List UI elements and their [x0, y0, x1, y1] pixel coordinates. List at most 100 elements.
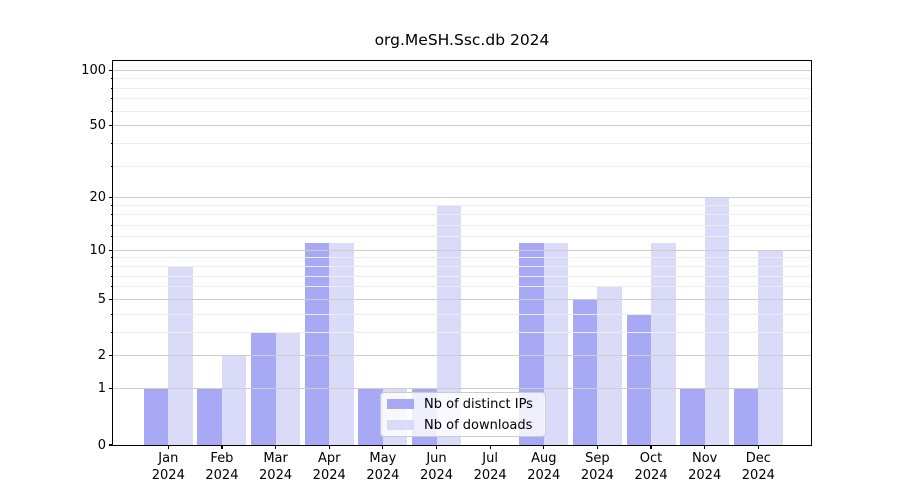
x-tick-label: Oct 2024 [634, 451, 668, 483]
x-tick-label: May 2024 [366, 451, 400, 483]
x-tick-label: Jul 2024 [473, 451, 507, 483]
minor-gridline [113, 275, 811, 277]
y-axis-minor-tick [110, 313, 113, 315]
legend-swatch-distinct-ips [387, 399, 414, 409]
y-axis-minor-tick [110, 224, 113, 226]
x-axis-tick [704, 445, 706, 449]
x-axis-tick [167, 445, 169, 449]
minor-gridline [113, 257, 811, 259]
y-axis-minor-tick [110, 87, 113, 89]
legend-item-downloads: Nb of downloads [381, 416, 545, 434]
y-axis-minor-tick [110, 205, 113, 207]
x-axis-tick [435, 445, 438, 449]
x-axis-tick [274, 445, 277, 449]
bar-downloads [758, 250, 783, 445]
x-tick-label: Mar 2024 [259, 451, 293, 483]
minor-gridline [113, 313, 811, 315]
legend: Nb of distinct IPs Nb of downloads [380, 392, 546, 437]
x-tick-label: Sep 2024 [580, 451, 614, 483]
bar-downloads [651, 243, 676, 445]
y-axis-minor-tick [110, 275, 113, 277]
y-tick-label: 50 [89, 118, 106, 134]
minor-gridline [113, 331, 811, 333]
chart-title: org.MeSH.Ssc.db 2024 [374, 31, 550, 49]
y-axis-minor-tick [110, 214, 113, 216]
bar-downloads [543, 243, 569, 445]
legend-label-distinct-ips: Nb of distinct IPs [424, 396, 533, 412]
bar-distinct-ips [197, 388, 222, 445]
y-tick-label: 1 [97, 381, 106, 397]
x-axis-tick [221, 445, 223, 449]
bar-downloads [329, 243, 354, 445]
bar-downloads [597, 286, 622, 445]
minor-gridline [113, 78, 811, 80]
y-axis-tick [109, 197, 113, 199]
y-axis-tick [109, 69, 113, 71]
bar-distinct-ips [733, 388, 759, 445]
y-axis-minor-tick [110, 257, 113, 259]
legend-item-distinct-ips: Nb of distinct IPs [381, 395, 545, 413]
x-tick-label: Jun 2024 [419, 451, 454, 483]
bar-downloads [704, 197, 730, 445]
x-axis-tick [328, 445, 330, 449]
bar-distinct-ips [304, 243, 330, 445]
minor-gridline [113, 165, 811, 167]
x-tick-label: Jan 2024 [151, 451, 185, 483]
minor-gridline [113, 87, 811, 89]
y-axis-minor-tick [110, 165, 113, 167]
minor-gridline [113, 214, 811, 216]
y-axis-minor-tick [110, 236, 113, 238]
minor-gridline [113, 236, 811, 238]
x-axis-tick [543, 445, 545, 449]
x-tick-label: Nov 2024 [688, 451, 722, 483]
y-axis-tick [109, 355, 113, 357]
y-axis-tick [109, 298, 113, 301]
y-tick-label: 0 [97, 437, 106, 453]
y-axis-minor-tick [110, 78, 113, 80]
y-tick-label: 10 [89, 242, 106, 258]
minor-gridline [113, 205, 811, 207]
bar-distinct-ips [680, 388, 705, 445]
y-axis-tick [109, 444, 113, 446]
y-axis-tick [109, 125, 113, 127]
minor-gridline [113, 98, 811, 100]
bar-distinct-ips [626, 314, 652, 445]
y-tick-label: 2 [97, 348, 106, 364]
minor-gridline [113, 142, 811, 144]
bar-distinct-ips [358, 388, 383, 445]
x-tick-label: Aug 2024 [527, 451, 561, 483]
bar-downloads [221, 355, 247, 445]
minor-gridline [113, 110, 811, 112]
minor-gridline [113, 224, 811, 226]
y-axis-minor-tick [110, 331, 113, 333]
major-gridline [113, 388, 811, 390]
y-tick-label: 5 [97, 291, 106, 307]
x-tick-label: Feb 2024 [205, 451, 239, 483]
minor-gridline [113, 266, 811, 268]
minor-gridline [113, 286, 811, 288]
major-gridline [113, 355, 811, 357]
major-gridline [113, 125, 811, 127]
x-axis-tick [382, 445, 384, 449]
legend-label-downloads: Nb of downloads [424, 417, 533, 433]
major-gridline [113, 249, 811, 251]
legend-swatch-downloads [387, 420, 414, 430]
y-axis-minor-tick [110, 286, 113, 288]
x-tick-label: Dec 2024 [741, 451, 775, 483]
x-axis-tick [596, 445, 598, 449]
x-axis-tick [489, 445, 491, 449]
major-gridline [113, 69, 811, 71]
y-axis-tick [109, 249, 113, 251]
bar-distinct-ips [572, 299, 598, 445]
y-axis-minor-tick [110, 98, 113, 100]
x-axis-tick [650, 445, 652, 449]
y-axis-tick [109, 388, 113, 390]
major-gridline [113, 298, 811, 300]
x-axis-tick [757, 445, 759, 449]
x-tick-label: Apr 2024 [312, 451, 346, 483]
y-axis-minor-tick [110, 266, 113, 268]
y-axis-minor-tick [110, 110, 113, 112]
bar-distinct-ips [143, 388, 169, 445]
y-axis-minor-tick [110, 142, 113, 144]
